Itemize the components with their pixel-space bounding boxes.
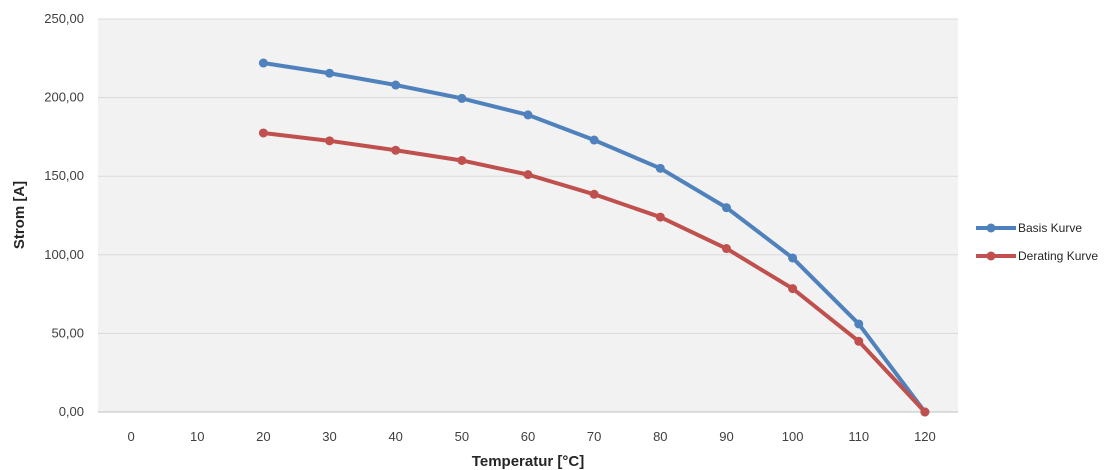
x-tick-label: 80	[653, 429, 667, 444]
data-point	[325, 136, 335, 146]
y-tick-label: 150,00	[44, 168, 84, 183]
data-point	[523, 170, 533, 180]
x-tick-label: 50	[455, 429, 469, 444]
data-point	[523, 110, 533, 120]
y-axis-title: Strom [A]	[11, 181, 28, 249]
x-tick-label: 110	[848, 429, 869, 444]
x-axis-tick-labels: 0 10 20 30 40 50 60 70 80 90 100 110 120	[127, 429, 935, 444]
data-point	[788, 284, 798, 294]
x-tick-label: 100	[782, 429, 804, 444]
data-point	[920, 407, 930, 417]
x-tick-label: 60	[521, 429, 535, 444]
data-point	[325, 68, 335, 78]
gridlines	[98, 18, 958, 413]
data-point	[721, 203, 731, 213]
y-tick-label: 250,00	[44, 11, 84, 26]
x-tick-label: 90	[719, 429, 733, 444]
x-axis-title: Temperatur [°C]	[472, 453, 584, 470]
plot-area	[98, 19, 958, 412]
data-point	[391, 80, 401, 90]
legend-marker	[986, 251, 996, 261]
legend-marker	[986, 223, 996, 233]
data-point	[258, 128, 268, 138]
data-point	[258, 58, 268, 68]
x-tick-label: 10	[190, 429, 204, 444]
x-tick-label: 40	[388, 429, 402, 444]
y-tick-label: 0,00	[59, 404, 84, 419]
x-tick-label: 0	[127, 429, 134, 444]
y-axis-tick-labels: 0,00 50,00 100,00 150,00 200,00 250,00	[44, 11, 84, 419]
y-tick-label: 50,00	[51, 325, 84, 340]
legend-label: Derating Kurve	[1018, 249, 1098, 263]
legend-item: Derating Kurve	[976, 249, 1098, 263]
series-derating-kurve	[258, 128, 930, 417]
data-point	[391, 145, 401, 155]
data-point	[655, 163, 665, 173]
legend-item: Basis Kurve	[976, 221, 1082, 235]
data-point	[854, 319, 864, 329]
data-point	[589, 135, 599, 145]
data-point	[457, 93, 467, 103]
data-point	[457, 155, 467, 165]
data-point	[589, 189, 599, 199]
data-point	[854, 336, 864, 346]
x-tick-label: 30	[322, 429, 336, 444]
x-tick-label: 120	[914, 429, 936, 444]
data-point	[721, 244, 731, 254]
x-tick-label: 20	[256, 429, 270, 444]
legend: Basis Kurve Derating Kurve	[976, 221, 1098, 263]
x-tick-label: 70	[587, 429, 601, 444]
y-tick-label: 100,00	[44, 247, 84, 262]
y-tick-label: 200,00	[44, 90, 84, 105]
data-point	[788, 253, 798, 263]
legend-label: Basis Kurve	[1018, 221, 1082, 235]
series-layer	[258, 58, 930, 417]
data-point	[655, 212, 665, 222]
